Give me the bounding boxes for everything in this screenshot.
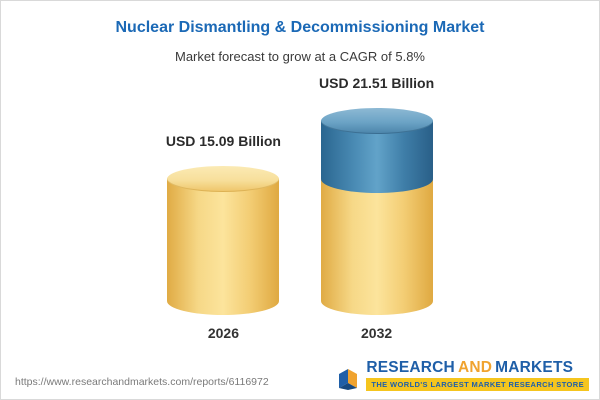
cylinder-top-ellipse: [167, 166, 280, 192]
brand-tagline: THE WORLD'S LARGEST MARKET RESEARCH STOR…: [366, 378, 589, 391]
year-label-2032: 2032: [361, 325, 393, 341]
brand-logo-icon: [339, 369, 358, 390]
brand-name-research: RESEARCH: [366, 358, 455, 376]
cylinder-top-ellipse: [320, 108, 433, 134]
page-title: Nuclear Dismantling & Decommissioning Ma…: [115, 19, 485, 36]
footer: https://www.researchandmarkets.com/repor…: [15, 358, 589, 391]
cylinder-2026: [167, 166, 280, 315]
value-label-2026: USD 15.09 Billion: [165, 133, 281, 149]
brand-name-markets: MARKETS: [495, 358, 574, 376]
report-url-link[interactable]: https://www.researchandmarkets.com/repor…: [15, 376, 269, 388]
page-subtitle: Market forecast to grow at a CAGR of 5.8…: [175, 49, 425, 64]
brand-name-and: AND: [457, 358, 493, 376]
year-label-2026: 2026: [207, 325, 239, 341]
value-label-2032: USD 21.51 Billion: [319, 75, 435, 91]
chart-bars: USD 15.09 Billion 2026 USD 21.51 Billion…: [1, 75, 599, 341]
bar-group-2032: USD 21.51 Billion 2032: [319, 75, 434, 341]
bar-group-2026: USD 15.09 Billion 2026: [166, 133, 281, 341]
brand-logo[interactable]: RESEARCH AND MARKETS THE WORLD'S LARGEST…: [336, 358, 589, 391]
brand-name: RESEARCH AND MARKETS: [366, 358, 574, 376]
brand-text: RESEARCH AND MARKETS THE WORLD'S LARGEST…: [366, 358, 589, 391]
growth-segment: [320, 108, 433, 193]
cylinder-2032: [320, 108, 433, 315]
base-segment: [320, 179, 433, 315]
